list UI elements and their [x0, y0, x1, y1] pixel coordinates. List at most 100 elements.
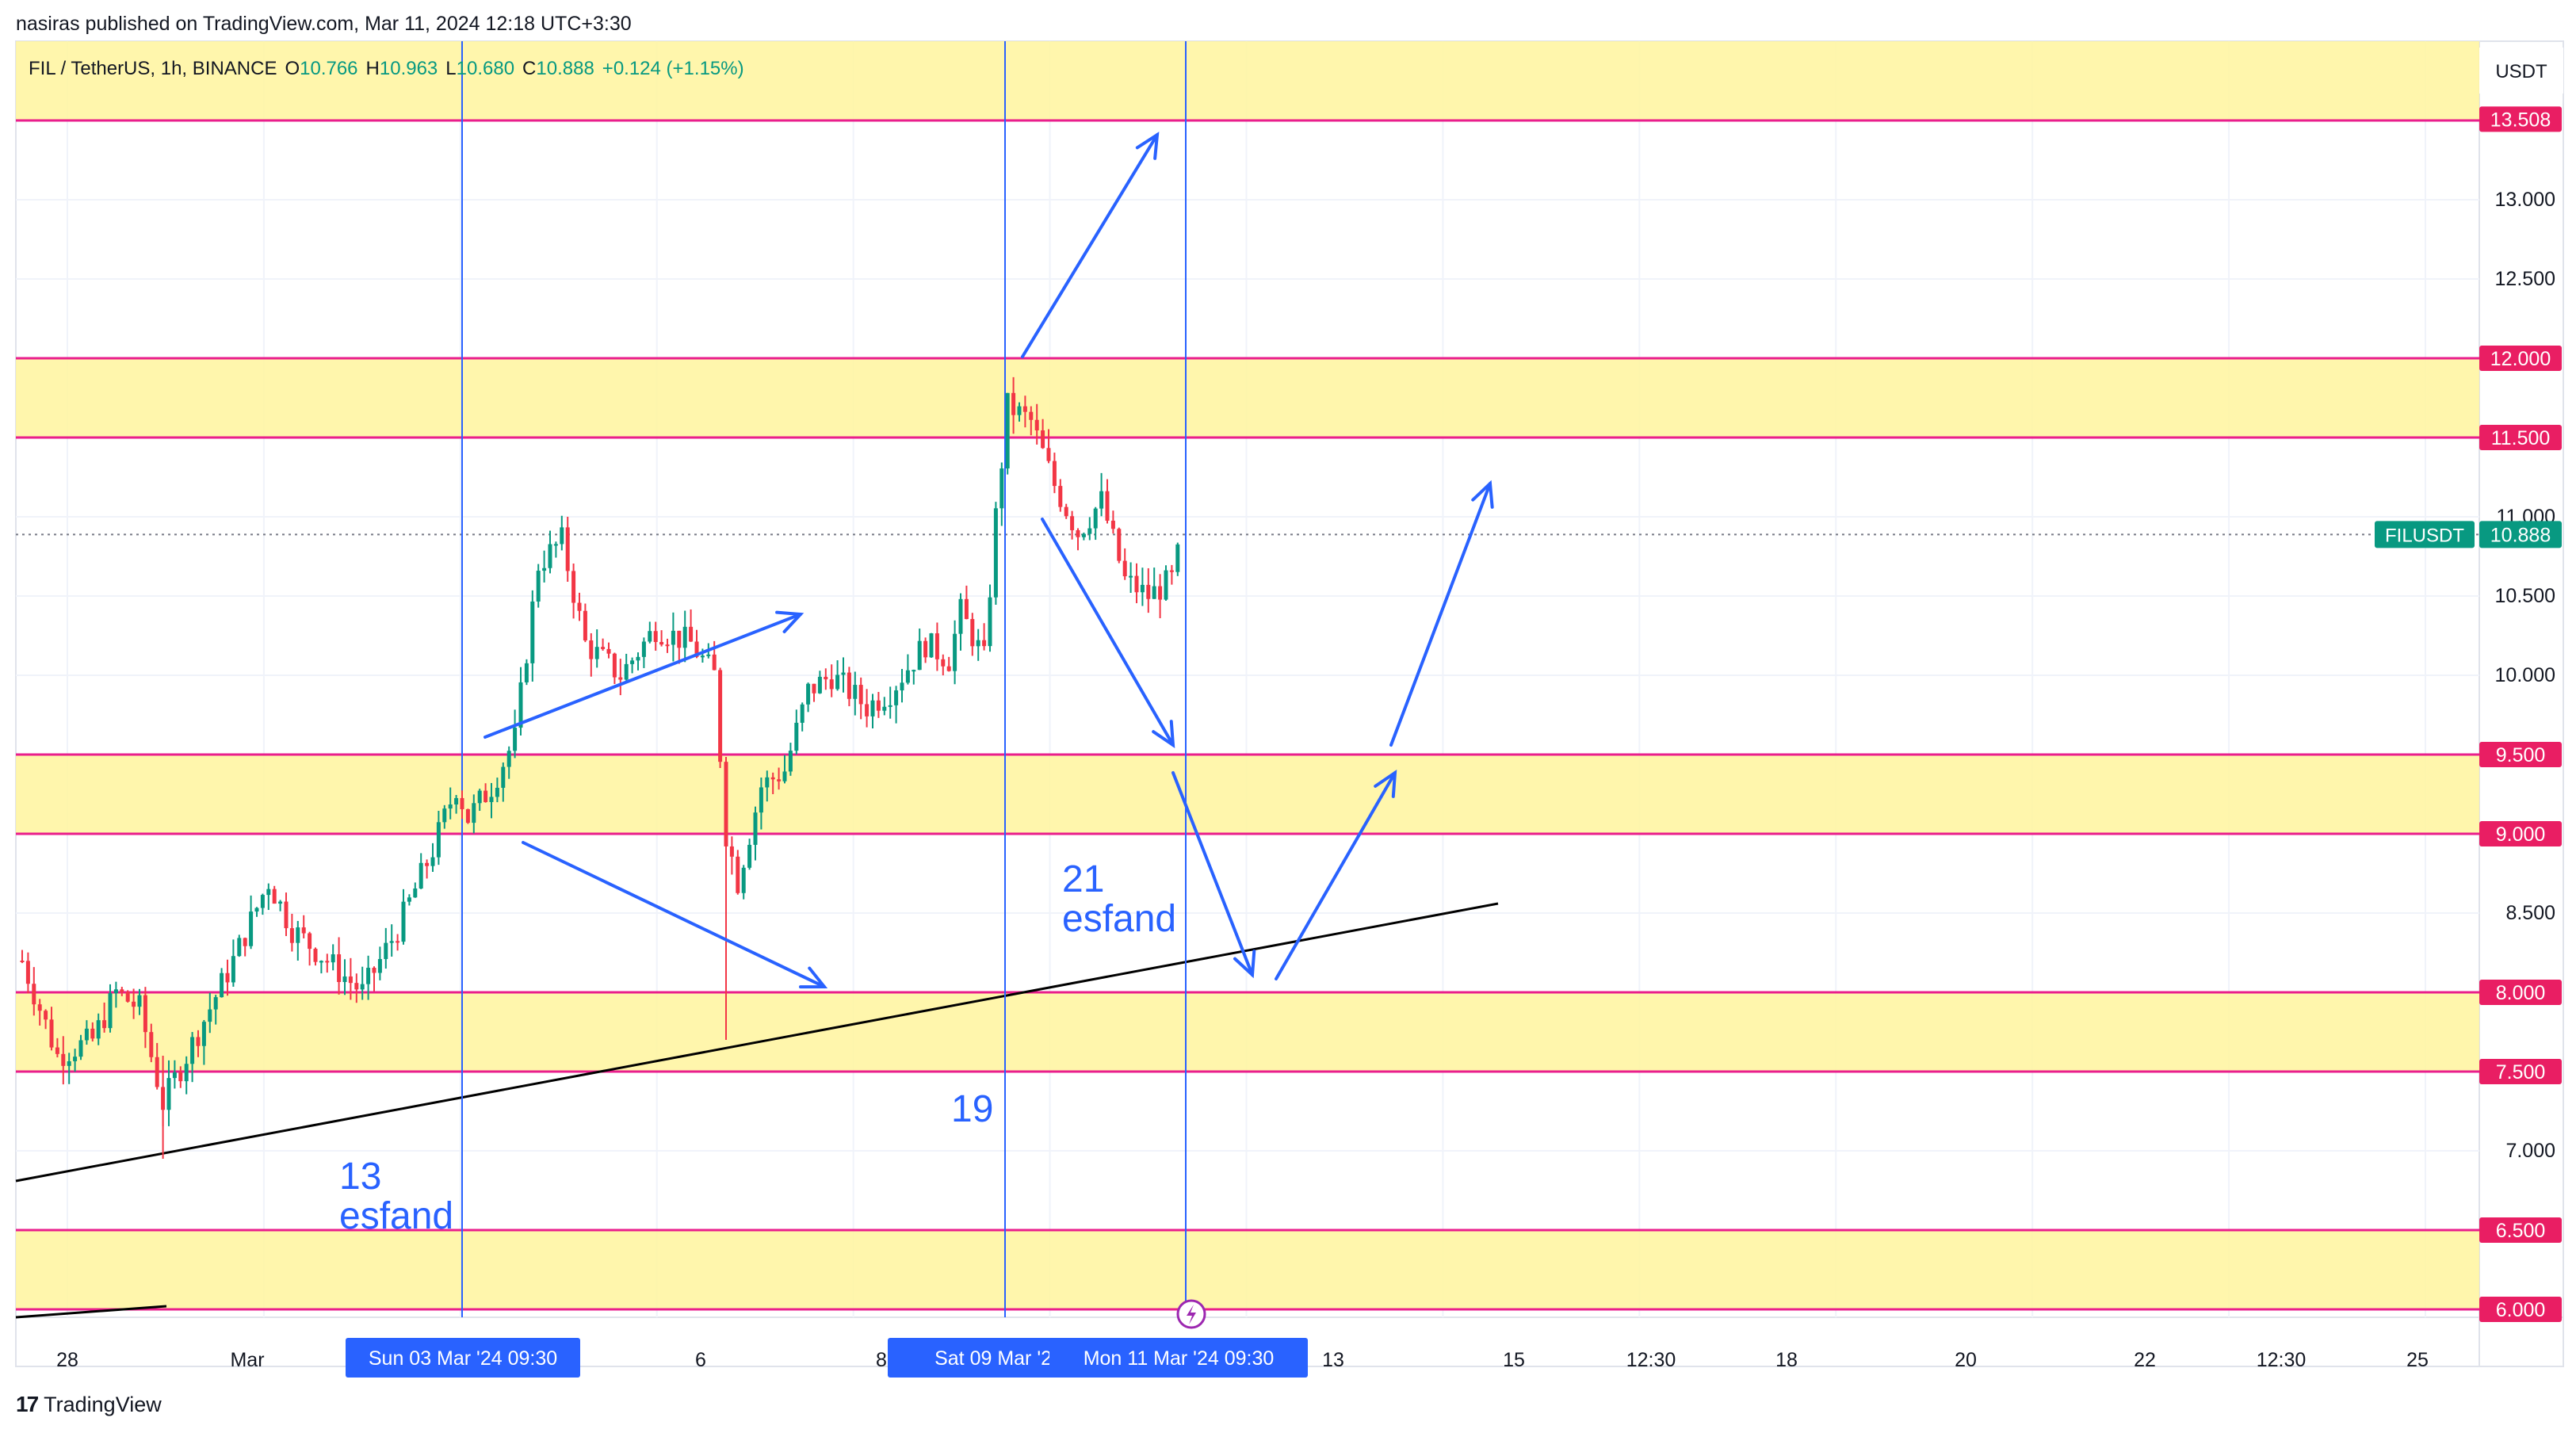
candle-body [155, 1057, 159, 1087]
drawn-arrows [483, 132, 1494, 989]
tradingview-logo[interactable]: 17 TradingView [16, 1392, 162, 1417]
candle-body [700, 655, 705, 658]
candle-body [747, 844, 752, 868]
level-label: 12.000 [2490, 348, 2551, 370]
candle-body [853, 685, 858, 699]
candle-body [612, 653, 617, 678]
time-tick-label: 22 [2134, 1349, 2156, 1371]
level-label: 11.500 [2491, 427, 2551, 449]
candle-body [1011, 392, 1016, 415]
arrow-up-rebound [1275, 771, 1397, 980]
candle-body [337, 954, 342, 983]
time-tick-label: 15 [1503, 1349, 1525, 1371]
candle-body [594, 647, 599, 659]
date-label: Sun 03 Mar '24 09:30 [369, 1347, 557, 1370]
candle-body [172, 1072, 177, 1079]
candle-body [759, 787, 763, 813]
level-label-bg [2479, 1217, 2562, 1243]
candle-body [113, 989, 118, 994]
candle-body [67, 1060, 71, 1066]
candle-body [1070, 516, 1075, 530]
candle-body [641, 641, 646, 657]
candle-body [548, 544, 552, 568]
candle-body [782, 771, 787, 781]
trendline [15, 902, 1499, 1183]
candle-body [923, 640, 928, 658]
candle-body [770, 777, 775, 780]
candle-body [108, 993, 113, 1029]
time-tick-label: 18 [1775, 1349, 1798, 1371]
candle-body [201, 1022, 206, 1046]
legend-symbol: FIL / TetherUS, 1h, BINANCE [29, 58, 277, 79]
candle-body [78, 1040, 83, 1057]
candle-body [900, 682, 904, 691]
candle-body [630, 660, 635, 664]
time-tick-label: 8 [876, 1349, 887, 1371]
candle-body [506, 751, 511, 767]
time-tick-label: 6 [695, 1349, 706, 1371]
candle-body [102, 1020, 107, 1029]
candle-body [342, 976, 347, 983]
candle-body [689, 626, 694, 642]
candle-body [55, 1047, 59, 1054]
candle-body [835, 674, 840, 690]
candle-body [308, 933, 312, 950]
candle-body [1029, 411, 1034, 420]
candle-body [560, 527, 564, 545]
candle-body [1152, 586, 1156, 599]
candle-body [800, 704, 805, 723]
currency-label: USDT [2495, 61, 2547, 82]
candle-body [231, 956, 235, 983]
candle-body [348, 976, 353, 984]
candle-body [1041, 430, 1045, 449]
level-label-bg [2479, 742, 2562, 767]
candle-body [753, 812, 758, 845]
legend-open: 10.766 [300, 58, 358, 79]
tradingview-logo-icon: 17 [16, 1392, 39, 1416]
candle-body [149, 1032, 154, 1057]
candle-body [905, 670, 910, 683]
arrow-down-support [1171, 771, 1254, 976]
date-label-bg [1049, 1338, 1308, 1378]
trendlines [15, 533, 2479, 1319]
candle-body [477, 790, 482, 804]
candle-body [501, 766, 506, 788]
candle-body [934, 633, 939, 659]
candle-body [90, 1028, 95, 1039]
level-label-bg [2479, 346, 2562, 371]
candle-body [454, 797, 459, 804]
candle-body [1140, 584, 1145, 593]
candle-body [858, 685, 863, 705]
candle-body [1081, 533, 1086, 537]
candle-body [694, 641, 699, 657]
candle-body [413, 888, 418, 898]
candle-body [912, 670, 916, 672]
candle-body [325, 961, 330, 963]
level-label: 9.500 [2496, 744, 2546, 766]
price-zone [16, 1230, 2479, 1309]
candle-body [636, 656, 640, 661]
candle-body [624, 663, 629, 680]
legend-close: 10.888 [536, 58, 594, 79]
candle-body [712, 654, 717, 671]
candle-body [166, 1078, 171, 1110]
price-tick-label: 10.500 [2495, 585, 2555, 607]
candle-body [313, 949, 318, 962]
candle-body [982, 640, 987, 647]
price-zone [16, 992, 2479, 1072]
legend-high: 10.963 [379, 58, 438, 79]
candle-body [243, 938, 247, 946]
candle-body [272, 888, 277, 904]
candle-body [389, 941, 394, 943]
date-label: Sat 09 Mar '24 [934, 1347, 1063, 1370]
candle-body [1093, 508, 1098, 529]
candle-body [671, 630, 675, 645]
candle-body [190, 1037, 195, 1064]
candle-body [366, 968, 371, 984]
candle-body [888, 705, 892, 707]
candle-body [542, 567, 547, 571]
candle-body [495, 787, 499, 797]
candle-body [729, 846, 734, 857]
candle-body [1046, 448, 1051, 461]
